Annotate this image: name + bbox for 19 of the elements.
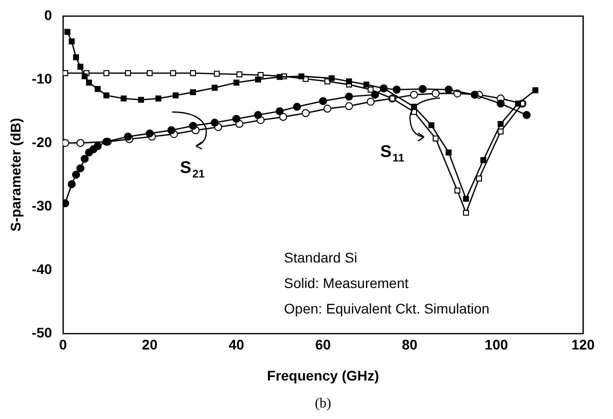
y-tick-label: -50 bbox=[32, 324, 52, 340]
x-tick-label: 100 bbox=[484, 336, 508, 353]
y-tick-label: -20 bbox=[32, 134, 52, 150]
y-axis-title: S-parameter (dB) bbox=[7, 118, 24, 232]
y-tick-label: -40 bbox=[32, 260, 52, 277]
x-tick-label: 80 bbox=[402, 336, 418, 353]
annotation: Standard Si bbox=[284, 249, 358, 266]
annotation: Solid: Measurement bbox=[284, 274, 409, 291]
y-tick-label: -10 bbox=[32, 70, 52, 86]
x-tick-label: 60 bbox=[315, 336, 332, 353]
annotation: Open: Equivalent Ckt. Simulation bbox=[284, 300, 490, 316]
x-tick-label: 0 bbox=[59, 336, 68, 353]
x-tick-label: 20 bbox=[142, 336, 158, 353]
y-tick-label: 0 bbox=[44, 6, 52, 23]
text: (b) bbox=[314, 396, 332, 412]
x-tick-label: 40 bbox=[228, 336, 244, 353]
x-axis-title: Frequency (GHz) bbox=[267, 367, 380, 384]
x-tick-label: 120 bbox=[571, 336, 595, 353]
y-tick-label: -30 bbox=[32, 197, 52, 214]
